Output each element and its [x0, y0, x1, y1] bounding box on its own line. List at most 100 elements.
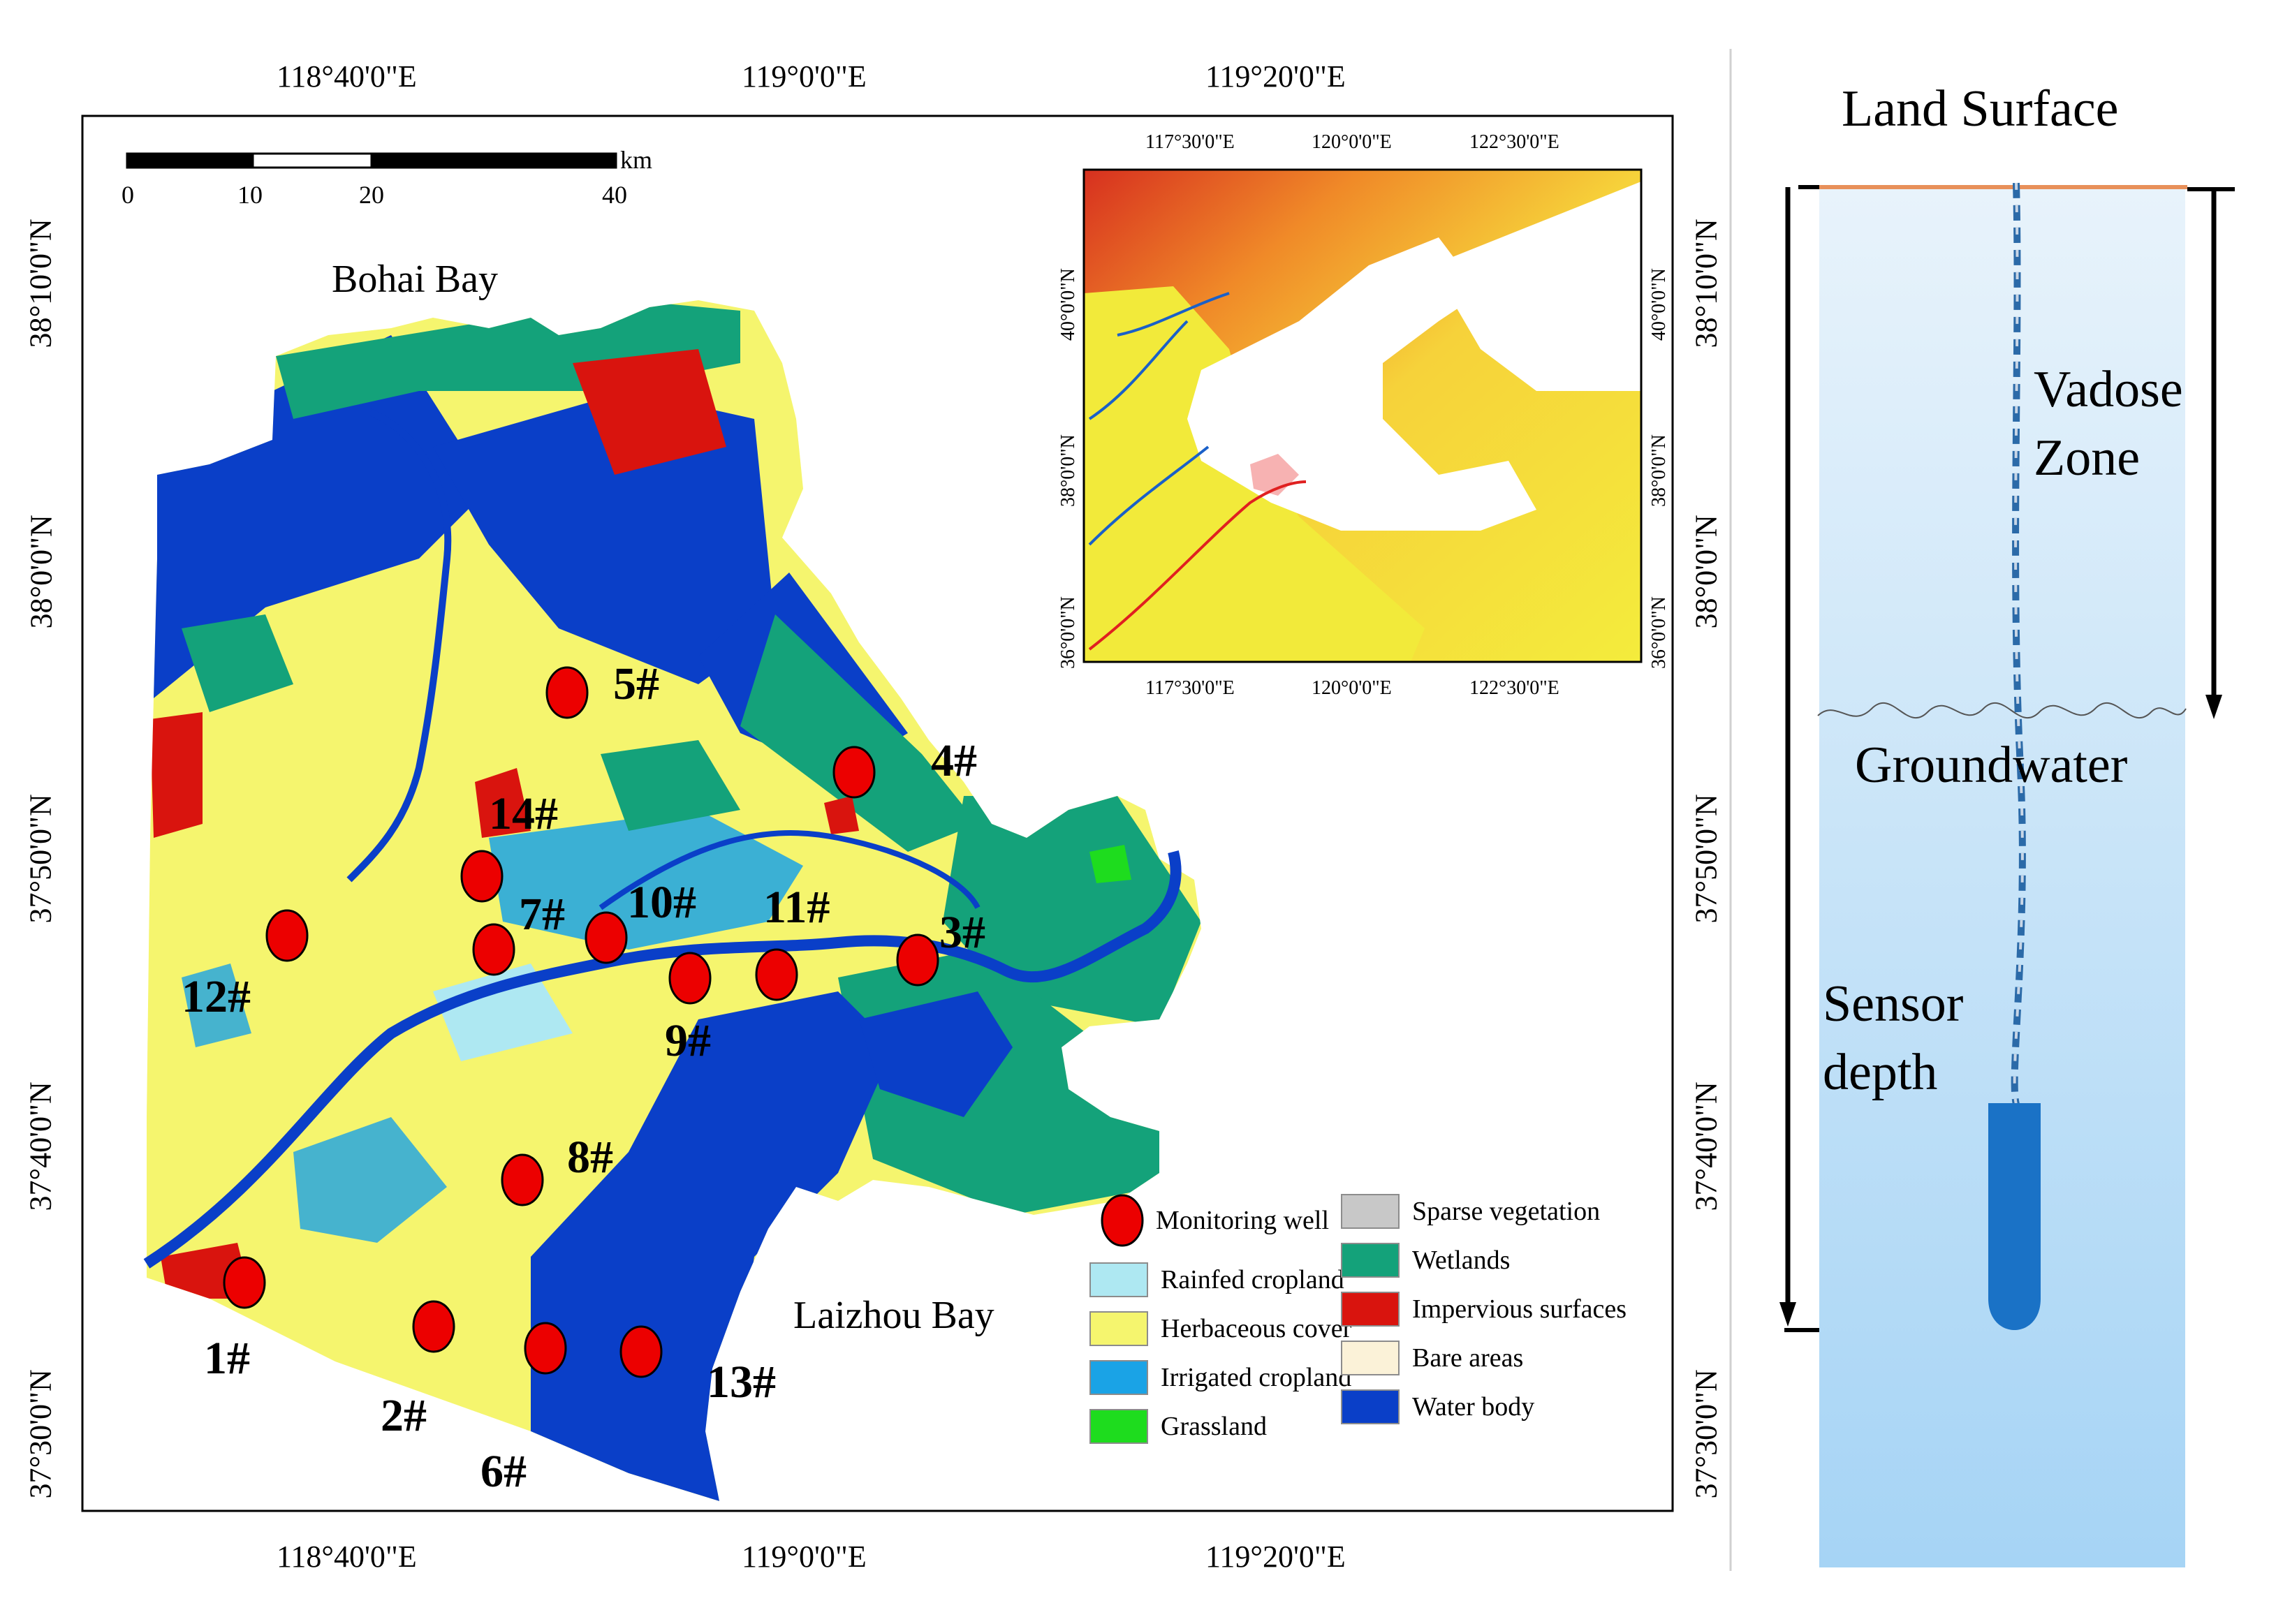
right-lat-tick-5: 37°30'0"N — [1689, 1369, 1724, 1499]
bottom-lon-tick-1: 118°40'0"E — [277, 1540, 417, 1574]
river-east — [599, 830, 981, 910]
inset-bottom-tick-1: 117°30'0"E — [1145, 677, 1235, 699]
inset-right-tick-1: 40°0'0"N — [1648, 268, 1670, 341]
well-marker-8 — [501, 1153, 544, 1206]
scale-tick-40: 40 — [602, 181, 627, 209]
well-label-7: 7# — [519, 889, 565, 940]
swatch-bare-areas — [1341, 1341, 1400, 1375]
left-lat-tick-4: 37°40'0"N — [23, 1082, 58, 1211]
inset-map — [1082, 168, 1643, 663]
well-marker-1 — [223, 1256, 266, 1309]
top-lon-tick-2: 119°0'0"E — [742, 59, 867, 94]
well-marker-2 — [412, 1300, 455, 1353]
well-marker-12 — [265, 909, 309, 962]
well-marker-7 — [472, 923, 515, 976]
well-label-1: 1# — [204, 1333, 250, 1384]
scale-tick-10: 10 — [237, 181, 263, 209]
scale-tick-0: 0 — [122, 181, 134, 209]
legend-well-marker — [1101, 1194, 1144, 1247]
swatch-sparse-vegetation — [1341, 1194, 1400, 1229]
well-label-2: 2# — [381, 1390, 427, 1441]
top-lon-tick-3: 119°20'0"E — [1205, 59, 1346, 94]
legend-rainfed-cropland: Rainfed cropland — [1089, 1262, 1344, 1297]
left-lat-tick-5: 37°30'0"N — [23, 1369, 58, 1499]
inset-left-tick-2: 38°0'0"N — [1057, 434, 1079, 507]
right-lat-tick-4: 37°40'0"N — [1689, 1082, 1724, 1211]
inset-right-tick-3: 36°0'0"N — [1648, 596, 1670, 669]
inset-top-tick-2: 120°0'0"E — [1312, 131, 1392, 153]
inset-left-tick-3: 36°0'0"N — [1057, 596, 1079, 669]
swatch-impervious-surfaces — [1341, 1292, 1400, 1327]
legend-label: Irrigated cropland — [1161, 1363, 1352, 1392]
label-depth: depth — [1823, 1044, 1938, 1101]
well-marker-11 — [755, 948, 798, 1001]
legend-label: Monitoring well — [1156, 1206, 1330, 1235]
well-label-14: 14# — [489, 788, 558, 839]
place-laizhou-bay: Laizhou Bay — [793, 1294, 994, 1337]
well-label-13: 13# — [707, 1357, 776, 1408]
inset-bottom-tick-3: 122°30'0"E — [1469, 677, 1559, 699]
bottom-lon-tick-3: 119°20'0"E — [1205, 1540, 1346, 1574]
right-lat-tick-3: 37°50'0"N — [1689, 794, 1724, 924]
well-label-3: 3# — [939, 907, 985, 958]
legend-impervious-surfaces: Impervious surfaces — [1341, 1292, 1627, 1327]
swatch-water-body — [1341, 1389, 1400, 1424]
legend-irrigated-cropland: Irrigated cropland — [1089, 1360, 1351, 1395]
swatch-wetlands — [1341, 1243, 1400, 1278]
scale-unit: km — [620, 146, 653, 174]
right-lat-tick-1: 38°10'0"N — [1689, 219, 1724, 348]
inset-bottom-tick-2: 120°0'0"E — [1312, 677, 1392, 699]
swatch-irrigated-cropland — [1089, 1360, 1148, 1395]
well-label-5: 5# — [613, 658, 659, 709]
swatch-grassland — [1089, 1409, 1148, 1444]
sensor-probe — [1988, 1103, 2041, 1330]
inset-top-tick-1: 117°30'0"E — [1145, 131, 1235, 153]
label-groundwater: Groundwater — [1855, 737, 2128, 794]
well-label-10: 10# — [627, 877, 696, 928]
left-lat-tick-1: 38°10'0"N — [23, 219, 58, 348]
legend-label: Bare areas — [1412, 1343, 1524, 1373]
well-marker-3 — [896, 933, 939, 987]
well-marker-4 — [832, 746, 876, 799]
label-zone: Zone — [2034, 429, 2141, 487]
legend-sparse-vegetation: Sparse vegetation — [1341, 1194, 1600, 1229]
inset-right-tick-2: 38°0'0"N — [1648, 434, 1670, 507]
legend-label: Water body — [1412, 1392, 1535, 1422]
swatch-herbaceous-cover — [1089, 1311, 1148, 1346]
well-marker-14 — [460, 850, 504, 903]
soil-column — [1819, 187, 2185, 1567]
legend-bare-areas: Bare areas — [1341, 1341, 1523, 1375]
swatch-rainfed-cropland — [1089, 1262, 1148, 1297]
groundwater-diagram — [1779, 182, 2235, 1567]
well-label-6: 6# — [480, 1446, 527, 1497]
well-marker-6 — [524, 1322, 567, 1375]
river-north — [346, 408, 452, 883]
scale-tick-20: 20 — [359, 181, 384, 209]
legend-label: Sparse vegetation — [1412, 1197, 1601, 1226]
right-lat-tick-2: 38°0'0"N — [1689, 515, 1724, 629]
label-sensor: Sensor — [1823, 975, 1964, 1033]
well-label-12: 12# — [182, 971, 251, 1022]
left-lat-tick-2: 38°0'0"N — [24, 515, 59, 629]
well-label-8: 8# — [567, 1132, 613, 1183]
scale-bar — [126, 152, 617, 169]
legend-label: Wetlands — [1412, 1246, 1511, 1275]
bottom-lon-tick-2: 119°0'0"E — [742, 1540, 867, 1574]
legend-label: Rainfed cropland — [1161, 1265, 1344, 1294]
legend-label: Grassland — [1161, 1412, 1267, 1441]
well-label-9: 9# — [665, 1015, 711, 1066]
well-marker-5 — [545, 666, 589, 719]
well-marker-13 — [619, 1325, 663, 1378]
legend-water-body: Water body — [1341, 1389, 1534, 1424]
inset-top-tick-3: 122°30'0"E — [1469, 131, 1559, 153]
well-label-11: 11# — [763, 882, 830, 933]
label-land-surface: Land Surface — [1842, 80, 2119, 138]
top-lon-tick-1: 118°40'0"E — [277, 59, 417, 94]
well-marker-9 — [668, 952, 712, 1005]
legend-monitoring-well: Monitoring well — [1156, 1205, 1329, 1236]
yellow-river — [143, 850, 1182, 1269]
monitoring-wells — [223, 666, 939, 1378]
water-table-wave — [1817, 702, 2187, 718]
legend-label: Herbaceous cover — [1161, 1314, 1352, 1343]
